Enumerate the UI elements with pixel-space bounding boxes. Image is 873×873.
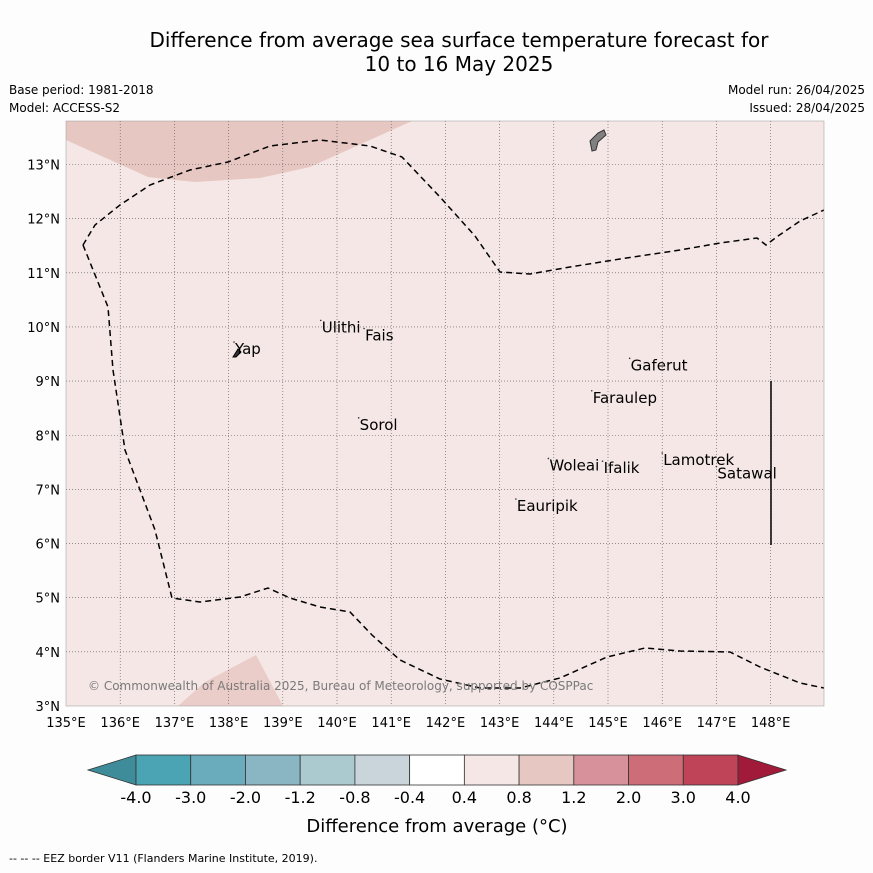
longitude-label: 138°E xyxy=(209,716,249,731)
latitude-label: 5°N xyxy=(36,592,61,607)
colorbar-tick-label: 2.0 xyxy=(616,788,641,807)
colorbar-segment xyxy=(463,754,520,786)
place-label: Woleai xyxy=(549,456,599,474)
colorbar-tick-label: -2.0 xyxy=(230,788,261,807)
latitude-labels: 3°N 4°N 5°N 6°N 7°N 8°N 9°N 10°N 11°N 12°N 13°N xyxy=(27,159,60,716)
place-marker xyxy=(628,357,631,360)
title-line-1: Difference from average sea surface temp… xyxy=(149,28,769,52)
colorbar-tick-label: -0.4 xyxy=(394,788,425,807)
place-marker xyxy=(357,417,360,419)
latitude-label: 12°N xyxy=(27,213,60,228)
latitude-label: 6°N xyxy=(36,538,61,553)
colorbar-segment xyxy=(518,754,575,786)
longitude-label: 144°E xyxy=(534,716,574,731)
longitude-label: 140°E xyxy=(317,716,357,731)
map-title: Difference from average sea surface temp… xyxy=(0,28,873,76)
colorbar-segment xyxy=(409,754,465,786)
colorbar-extend-high xyxy=(737,754,788,786)
model-name: Model: ACCESS-S2 xyxy=(9,101,121,115)
colorbar xyxy=(86,754,788,786)
place-marker xyxy=(590,389,593,392)
place-label: Satawal xyxy=(717,465,776,483)
longitude-label: 135°E xyxy=(46,716,86,731)
place-marker xyxy=(715,465,718,468)
map-area xyxy=(66,121,824,706)
colorbar-segment xyxy=(628,754,684,786)
place-label: Faraulep xyxy=(593,389,657,407)
longitude-label: 148°E xyxy=(751,716,791,731)
model-run-date: Model run: 26/04/2025 xyxy=(727,83,865,97)
latitude-label: 10°N xyxy=(27,321,60,336)
latitude-label: 11°N xyxy=(27,267,60,282)
longitude-label: 143°E xyxy=(480,716,520,731)
latitude-label: 4°N xyxy=(36,646,61,661)
longitude-label: 137°E xyxy=(155,716,195,731)
eez-border xyxy=(82,244,824,689)
yap-island xyxy=(232,348,242,358)
title-line-2: 10 to 16 May 2025 xyxy=(364,52,554,76)
longitude-labels: 135°E 136°E 137°E 138°E 139°E 140°E 141°E 142°E… xyxy=(46,716,790,731)
colorbar-tick-label: 4.0 xyxy=(725,788,750,807)
colorbar-segment xyxy=(190,754,246,786)
place-labels: Yap Ulithi Fais Sorol Gaferut Faraulep Woleai I… xyxy=(233,318,777,515)
place-label: Fais xyxy=(365,326,394,344)
colorbar-segment xyxy=(573,754,629,786)
latitude-label: 13°N xyxy=(27,159,60,174)
colorbar-segment xyxy=(245,754,301,786)
colorbar-segment xyxy=(682,754,739,786)
latitude-label: 9°N xyxy=(36,375,61,390)
longitude-label: 136°E xyxy=(100,716,140,731)
place-marker xyxy=(363,327,365,330)
anomaly-region-north xyxy=(66,121,412,182)
place-marker xyxy=(601,460,604,462)
anomaly-region-south xyxy=(178,655,283,706)
colorbar-tick-label: -1.2 xyxy=(285,788,316,807)
place-marker xyxy=(233,341,235,343)
place-label: Gaferut xyxy=(631,356,688,374)
place-label: Ulithi xyxy=(322,318,361,336)
map-frame xyxy=(65,120,825,707)
longitude-label: 146°E xyxy=(642,716,682,731)
eez-border-north xyxy=(82,139,824,275)
latitude-label: 7°N xyxy=(36,483,61,498)
longitude-label: 142°E xyxy=(426,716,466,731)
model-info: Base period: 1981-2018 Model: ACCESS-S2 xyxy=(9,81,154,117)
place-marker xyxy=(547,457,550,460)
place-label: Sorol xyxy=(360,416,398,434)
longitude-label: 139°E xyxy=(263,716,303,731)
colorbar-label: Difference from average (°C) xyxy=(306,816,567,837)
colorbar-tick-label: -0.8 xyxy=(339,788,370,807)
colorbar-tick-labels: -4.0 -3.0 -2.0 -1.2 -0.8 -0.4 0.4 0.8 1.2 2.0 3.0 4… xyxy=(120,788,750,807)
latitude-label: 3°N xyxy=(36,700,61,715)
issued-date: Issued: 28/04/2025 xyxy=(749,101,865,115)
guam-island xyxy=(589,129,607,152)
colorbar-segment xyxy=(135,754,192,786)
graticule xyxy=(66,121,824,706)
place-marker xyxy=(515,498,517,500)
copyright-notice: © Commonwealth of Australia 2025, Bureau… xyxy=(88,679,593,693)
colorbar-segment xyxy=(299,754,356,786)
place-label: Ifalik xyxy=(604,459,640,477)
run-info: Model run: 26/04/2025 Issued: 28/04/2025 xyxy=(728,81,865,117)
longitude-label: 147°E xyxy=(697,716,737,731)
colorbar-tick-label: 3.0 xyxy=(671,788,696,807)
base-period: Base period: 1981-2018 xyxy=(9,83,154,97)
footnote: -- -- -- EEZ border V11 (Flanders Marine… xyxy=(9,852,318,865)
colorbar-tick-label: -4.0 xyxy=(120,788,151,807)
colorbar-tick-label: 0.4 xyxy=(452,788,477,807)
place-label: Lamotrek xyxy=(663,451,734,469)
colorbar-tick-label: 0.8 xyxy=(506,788,531,807)
colorbar-segment xyxy=(354,754,411,786)
colorbar-tick-label: -3.0 xyxy=(175,788,206,807)
place-marker xyxy=(319,319,322,322)
latitude-label: 8°N xyxy=(36,429,61,444)
place-label: Yap xyxy=(234,340,261,358)
colorbar-tick-label: 1.2 xyxy=(561,788,586,807)
longitude-label: 141°E xyxy=(371,716,411,731)
place-label: Eauripik xyxy=(517,497,578,515)
place-marker xyxy=(661,452,663,454)
longitude-label: 145°E xyxy=(588,716,628,731)
colorbar-extend-low xyxy=(86,754,137,786)
